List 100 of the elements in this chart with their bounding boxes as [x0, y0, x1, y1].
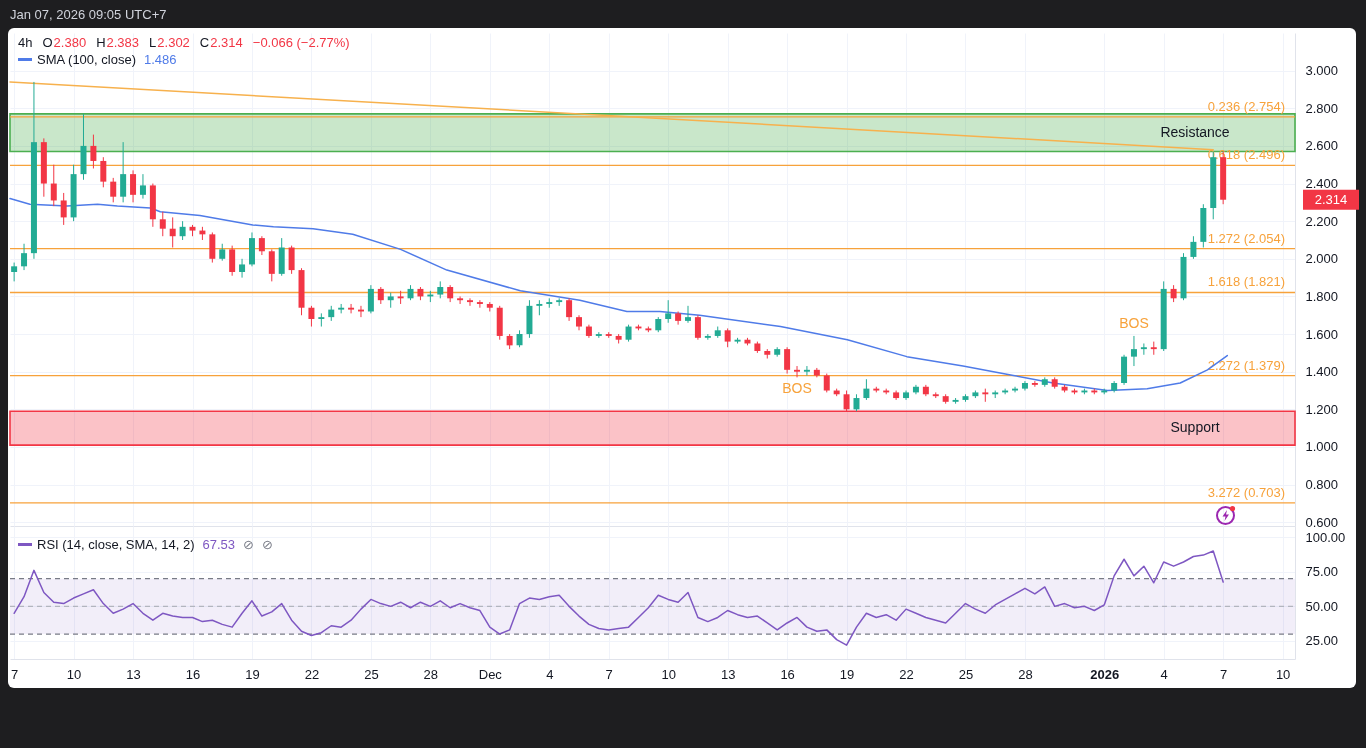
candlestick	[100, 156, 107, 188]
x-tick-label: 7	[1220, 666, 1228, 682]
candlestick	[60, 192, 67, 226]
candlestick	[823, 373, 830, 393]
candlestick	[268, 248, 275, 282]
candlestick	[130, 169, 137, 203]
candlestick	[665, 299, 672, 324]
y-tick-label: 2.400	[1305, 176, 1339, 192]
y-tick-label: 1.800	[1305, 288, 1339, 304]
band-label: Resistance	[1160, 123, 1230, 140]
x-tick-label: 7	[605, 666, 613, 682]
y-tick-label: 2.200	[1305, 213, 1339, 229]
ref-line-label: 1.618 (1.821)	[1207, 274, 1285, 290]
candlestick	[169, 216, 176, 249]
candlestick	[11, 262, 18, 282]
chart-title: 4h	[18, 35, 33, 50]
annotation: ⊘	[243, 537, 254, 552]
x-tick-label: 10	[66, 666, 82, 682]
ref-line-label: 0.236 (2.754)	[1207, 98, 1285, 114]
text: 2.314	[1314, 191, 1348, 207]
y-tick-label: 1.400	[1305, 364, 1339, 380]
candlestick	[1130, 335, 1137, 367]
candlestick	[21, 243, 28, 271]
x-tick-label: 16	[780, 666, 795, 682]
candlestick	[367, 284, 374, 314]
x-tick-label: 25	[958, 666, 974, 682]
candlestick	[794, 365, 801, 378]
candlestick	[139, 173, 146, 200]
y-tick-label: 100.00	[1305, 529, 1346, 545]
x-tick-label: 16	[185, 666, 201, 682]
y-tick-label: 75.00	[1305, 564, 1339, 580]
annotation: 2.383	[106, 35, 140, 50]
x-tick-label: 4	[1160, 666, 1168, 682]
candlestick	[120, 141, 127, 203]
candlestick	[784, 346, 791, 375]
annotation: −0.066 (−2.77%)	[252, 35, 350, 50]
candlestick	[1012, 386, 1019, 393]
candlestick	[229, 245, 236, 277]
candlestick	[179, 220, 186, 241]
x-tick-label: Dec	[478, 666, 503, 682]
candlestick	[457, 295, 464, 305]
candlestick	[1031, 380, 1038, 388]
candlestick	[863, 378, 870, 401]
candlestick	[694, 314, 701, 341]
legend-label: SMA (100, close)	[37, 52, 136, 67]
x-tick-label: 10	[661, 666, 676, 682]
candlestick	[318, 312, 325, 328]
x-tick-label: 10	[1275, 666, 1291, 682]
annotation: O	[42, 35, 53, 50]
ref-line-label: 3.272 (0.703)	[1207, 484, 1285, 500]
y-tick-label: 3.000	[1305, 63, 1339, 79]
x-tick-label: 25	[364, 666, 379, 682]
y-tick-label: 2.800	[1305, 100, 1339, 116]
annotation: 67.53	[202, 537, 236, 552]
y-tick-label: 25.00	[1305, 633, 1339, 649]
x-tick-label: 19	[839, 666, 855, 682]
candlestick	[466, 297, 473, 307]
annotation: BOS	[782, 380, 812, 397]
candlestick	[685, 305, 692, 324]
candlestick	[239, 258, 246, 279]
candlestick	[843, 390, 850, 412]
candlestick	[288, 245, 295, 275]
legend-label: RSI (14, close, SMA, 14, 2)	[37, 537, 195, 552]
candlestick	[348, 303, 355, 314]
x-tick-label: 2026	[1090, 666, 1120, 682]
x-tick-label: 28	[423, 666, 439, 682]
candlestick	[566, 297, 573, 322]
annotation: ⊘	[261, 537, 273, 552]
ref-line-label: 1.272 (2.054)	[1207, 230, 1285, 246]
text: Jan 07, 2026 09:05 UTC+7	[10, 7, 167, 22]
line-series	[13, 550, 1224, 646]
x-tick-label: 13	[720, 666, 736, 682]
candlestick	[110, 177, 117, 203]
candlestick	[1190, 235, 1197, 260]
candlestick	[258, 235, 265, 256]
annotation: BOS	[1119, 314, 1149, 331]
candlestick	[724, 327, 731, 348]
y-tick-label: 0.600	[1305, 514, 1339, 530]
annotation: 1.486	[144, 52, 177, 67]
x-tick-label: 19	[245, 666, 260, 682]
candlestick	[159, 211, 166, 237]
annotation: C	[199, 35, 210, 50]
x-tick-label: 22	[304, 666, 320, 682]
annotation: 2.302	[157, 35, 190, 50]
y-tick-label: 50.00	[1305, 598, 1339, 614]
candlestick	[308, 305, 315, 328]
candlestick	[1140, 342, 1147, 356]
x-tick-label: 28	[1018, 666, 1033, 682]
band-label: Support	[1170, 419, 1220, 436]
x-tick-label: 13	[126, 666, 141, 682]
y-tick-label: 2.600	[1305, 138, 1339, 154]
y-tick-label: 1.600	[1305, 326, 1339, 342]
candlestick	[675, 310, 682, 326]
candlestick	[476, 299, 483, 309]
candlestick	[50, 164, 57, 207]
y-tick-label: 0.800	[1305, 477, 1339, 493]
annotation: H	[96, 35, 106, 50]
x-tick-label: 4	[546, 666, 554, 682]
annotation: 2.380	[53, 35, 87, 50]
annotation: L	[149, 35, 157, 50]
